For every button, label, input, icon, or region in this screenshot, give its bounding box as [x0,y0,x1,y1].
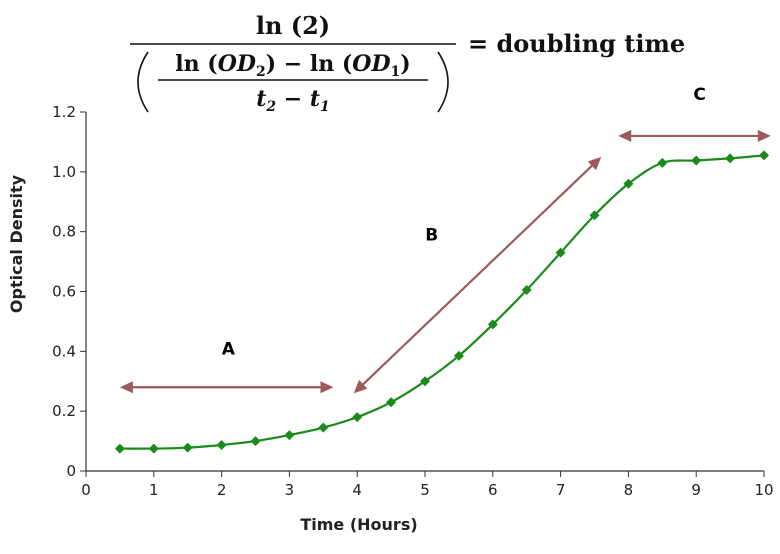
series-line [119,154,765,450]
phase-arrow-b-head-end [587,156,602,171]
formula-inner-numerator: ln (OD2) − ln (OD1) [175,51,410,80]
data-point [759,150,769,161]
y-axis-title: Optical Density [7,174,26,313]
phase-label-a: A [222,339,236,359]
phase-arrow-a-head-start [119,381,133,394]
x-tick-label: 6 [488,481,498,499]
data-point [318,422,329,433]
data-point [487,319,498,330]
phase-arrow-c-head-start [618,129,632,142]
data-point [657,157,668,168]
formula-inner-denominator: t2 − t1 [256,86,330,115]
x-tick-label: 1 [149,481,159,499]
formula-right-paren [437,51,449,113]
data-point [114,443,125,454]
data-point [453,350,464,361]
x-tick-label: 4 [352,481,362,499]
x-tick-label: 10 [754,481,773,499]
data-point [623,178,634,189]
x-tick-label: 2 [217,481,227,499]
data-point [182,442,193,453]
phase-arrow-c-head-end [757,129,771,142]
y-tick-label: 0.6 [52,283,76,301]
data-point [521,285,532,296]
y-tick-label: 1.2 [52,103,76,121]
phase-arrows: A B C [119,85,771,394]
data-point [691,155,702,166]
phase-label-c: C [693,85,705,105]
x-axis-title: Time (Hours) [300,515,417,534]
chart-series [114,150,769,454]
x-tick-label: 5 [420,481,430,499]
x-tick-label: 3 [285,481,295,499]
formula-numerator: ln (2) [256,11,330,40]
doubling-time-formula: ln (2) ln (OD2) − ln (OD1) t2 − t1 = dou… [130,11,685,115]
phase-label-b: B [425,226,438,246]
phase-arrow-b [361,163,595,387]
data-point [725,153,736,164]
x-tick-label: 0 [81,481,91,499]
y-tick-label: 0.2 [52,402,76,420]
phase-arrow-b-head-start [353,379,368,394]
data-point [420,376,430,387]
y-tick-label: 1.0 [52,163,76,181]
x-tick-label: 7 [556,481,566,499]
data-point [352,412,363,423]
y-tick-label: 0.8 [52,223,76,241]
data-point [148,443,159,454]
x-tick-label: 8 [624,481,634,499]
data-point [589,210,600,221]
data-point [216,439,227,450]
phase-arrow-a-head-end [320,381,334,394]
y-tick-label: 0 [66,462,76,480]
data-point [555,247,566,258]
formula-rhs: = doubling time [468,29,685,58]
formula-left-paren [137,51,149,113]
chart-ticks: 0 1 2 3 4 5 6 7 8 9 10 0 0.2 0.4 0.6 0.8 1.0 1.2 [52,103,773,499]
data-point [250,436,261,447]
data-point [386,397,397,408]
y-tick-label: 0.4 [52,342,76,360]
data-point [284,430,295,441]
x-tick-label: 9 [691,481,701,499]
